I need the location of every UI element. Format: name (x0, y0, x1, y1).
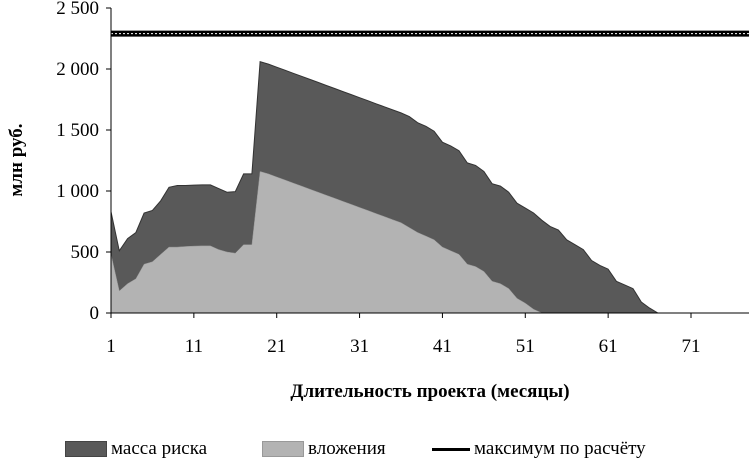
legend-label-max-calc: максимум по расчёту (474, 438, 646, 459)
x-tick-label: 1 (106, 336, 116, 357)
x-tick-labels: 1 11 21 31 41 51 61 71 (106, 336, 700, 357)
x-tick-label: 31 (350, 336, 369, 357)
plot-areas (110, 30, 749, 314)
y-tick-labels: 0 500 1 000 1 500 2 000 2 500 (56, 0, 99, 324)
x-tick-label: 61 (599, 336, 618, 357)
legend-item-risk-mass: масса риска (65, 438, 207, 460)
y-axis-title: млн руб. (6, 123, 27, 196)
y-tick-label: 0 (90, 303, 100, 324)
legend-swatch-investments (262, 441, 304, 457)
legend-item-max-calc: максимум по расчёту (432, 438, 646, 460)
x-tick-label: 71 (682, 336, 701, 357)
legend: масса риска вложения максимум по расчёту (0, 434, 753, 461)
y-tick-label: 1 000 (56, 181, 99, 202)
legend-swatch-risk-mass (65, 441, 107, 457)
legend-item-investments: вложения (262, 438, 386, 460)
x-axis-title: Длительность проекта (месяцы) (290, 381, 569, 402)
x-tick-label: 41 (433, 336, 452, 357)
x-tick-label: 21 (267, 336, 286, 357)
y-tick-label: 2 500 (56, 0, 99, 19)
legend-label-investments: вложения (308, 438, 386, 459)
y-tick-label: 2 000 (56, 59, 99, 80)
legend-label-risk-mass: масса риска (111, 438, 208, 459)
axes (106, 7, 749, 318)
y-tick-label: 1 500 (56, 120, 99, 141)
x-tick-label: 11 (185, 336, 203, 357)
y-tick-label: 500 (71, 242, 100, 263)
legend-swatch-max-calc (432, 447, 470, 451)
x-tick-label: 51 (516, 336, 535, 357)
